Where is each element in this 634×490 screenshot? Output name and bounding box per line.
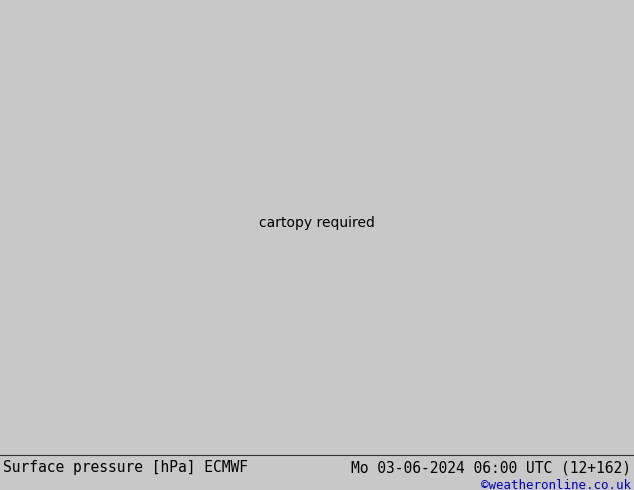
Text: Mo 03-06-2024 06:00 UTC (12+162): Mo 03-06-2024 06:00 UTC (12+162): [351, 461, 631, 475]
Text: Surface pressure [hPa] ECMWF: Surface pressure [hPa] ECMWF: [3, 461, 248, 475]
Text: cartopy required: cartopy required: [259, 216, 375, 230]
Text: ©weatheronline.co.uk: ©weatheronline.co.uk: [481, 479, 631, 490]
